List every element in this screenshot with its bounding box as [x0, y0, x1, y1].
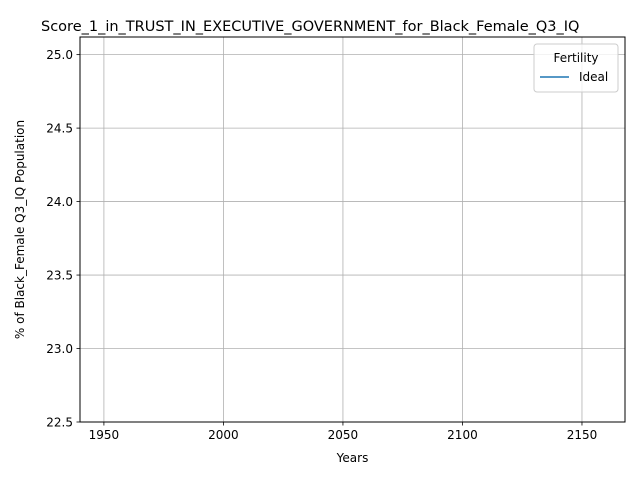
x-tick-label: 2100	[447, 428, 478, 442]
y-tick-label: 23.0	[46, 342, 73, 356]
legend: Fertility Ideal	[534, 44, 618, 92]
y-tick-label: 23.5	[46, 269, 73, 283]
chart-title: Score_1_in_TRUST_IN_EXECUTIVE_GOVERNMENT…	[41, 19, 579, 35]
y-tick-label: 24.5	[46, 122, 73, 136]
y-tick-label: 25.0	[46, 48, 73, 62]
x-tick-label: 2050	[328, 428, 359, 442]
plot-area	[80, 37, 625, 422]
legend-label-ideal: Ideal	[579, 70, 608, 84]
legend-title: Fertility	[553, 51, 598, 65]
x-tick-label: 2150	[567, 428, 598, 442]
y-tick-label: 24.0	[46, 195, 73, 209]
y-tick-label: 22.5	[46, 416, 73, 430]
x-axis-label: Years	[336, 451, 369, 465]
y-axis-label: % of Black_Female Q3_IQ Population	[13, 120, 27, 339]
x-tick-label: 2000	[208, 428, 239, 442]
x-tick-label: 1950	[89, 428, 120, 442]
